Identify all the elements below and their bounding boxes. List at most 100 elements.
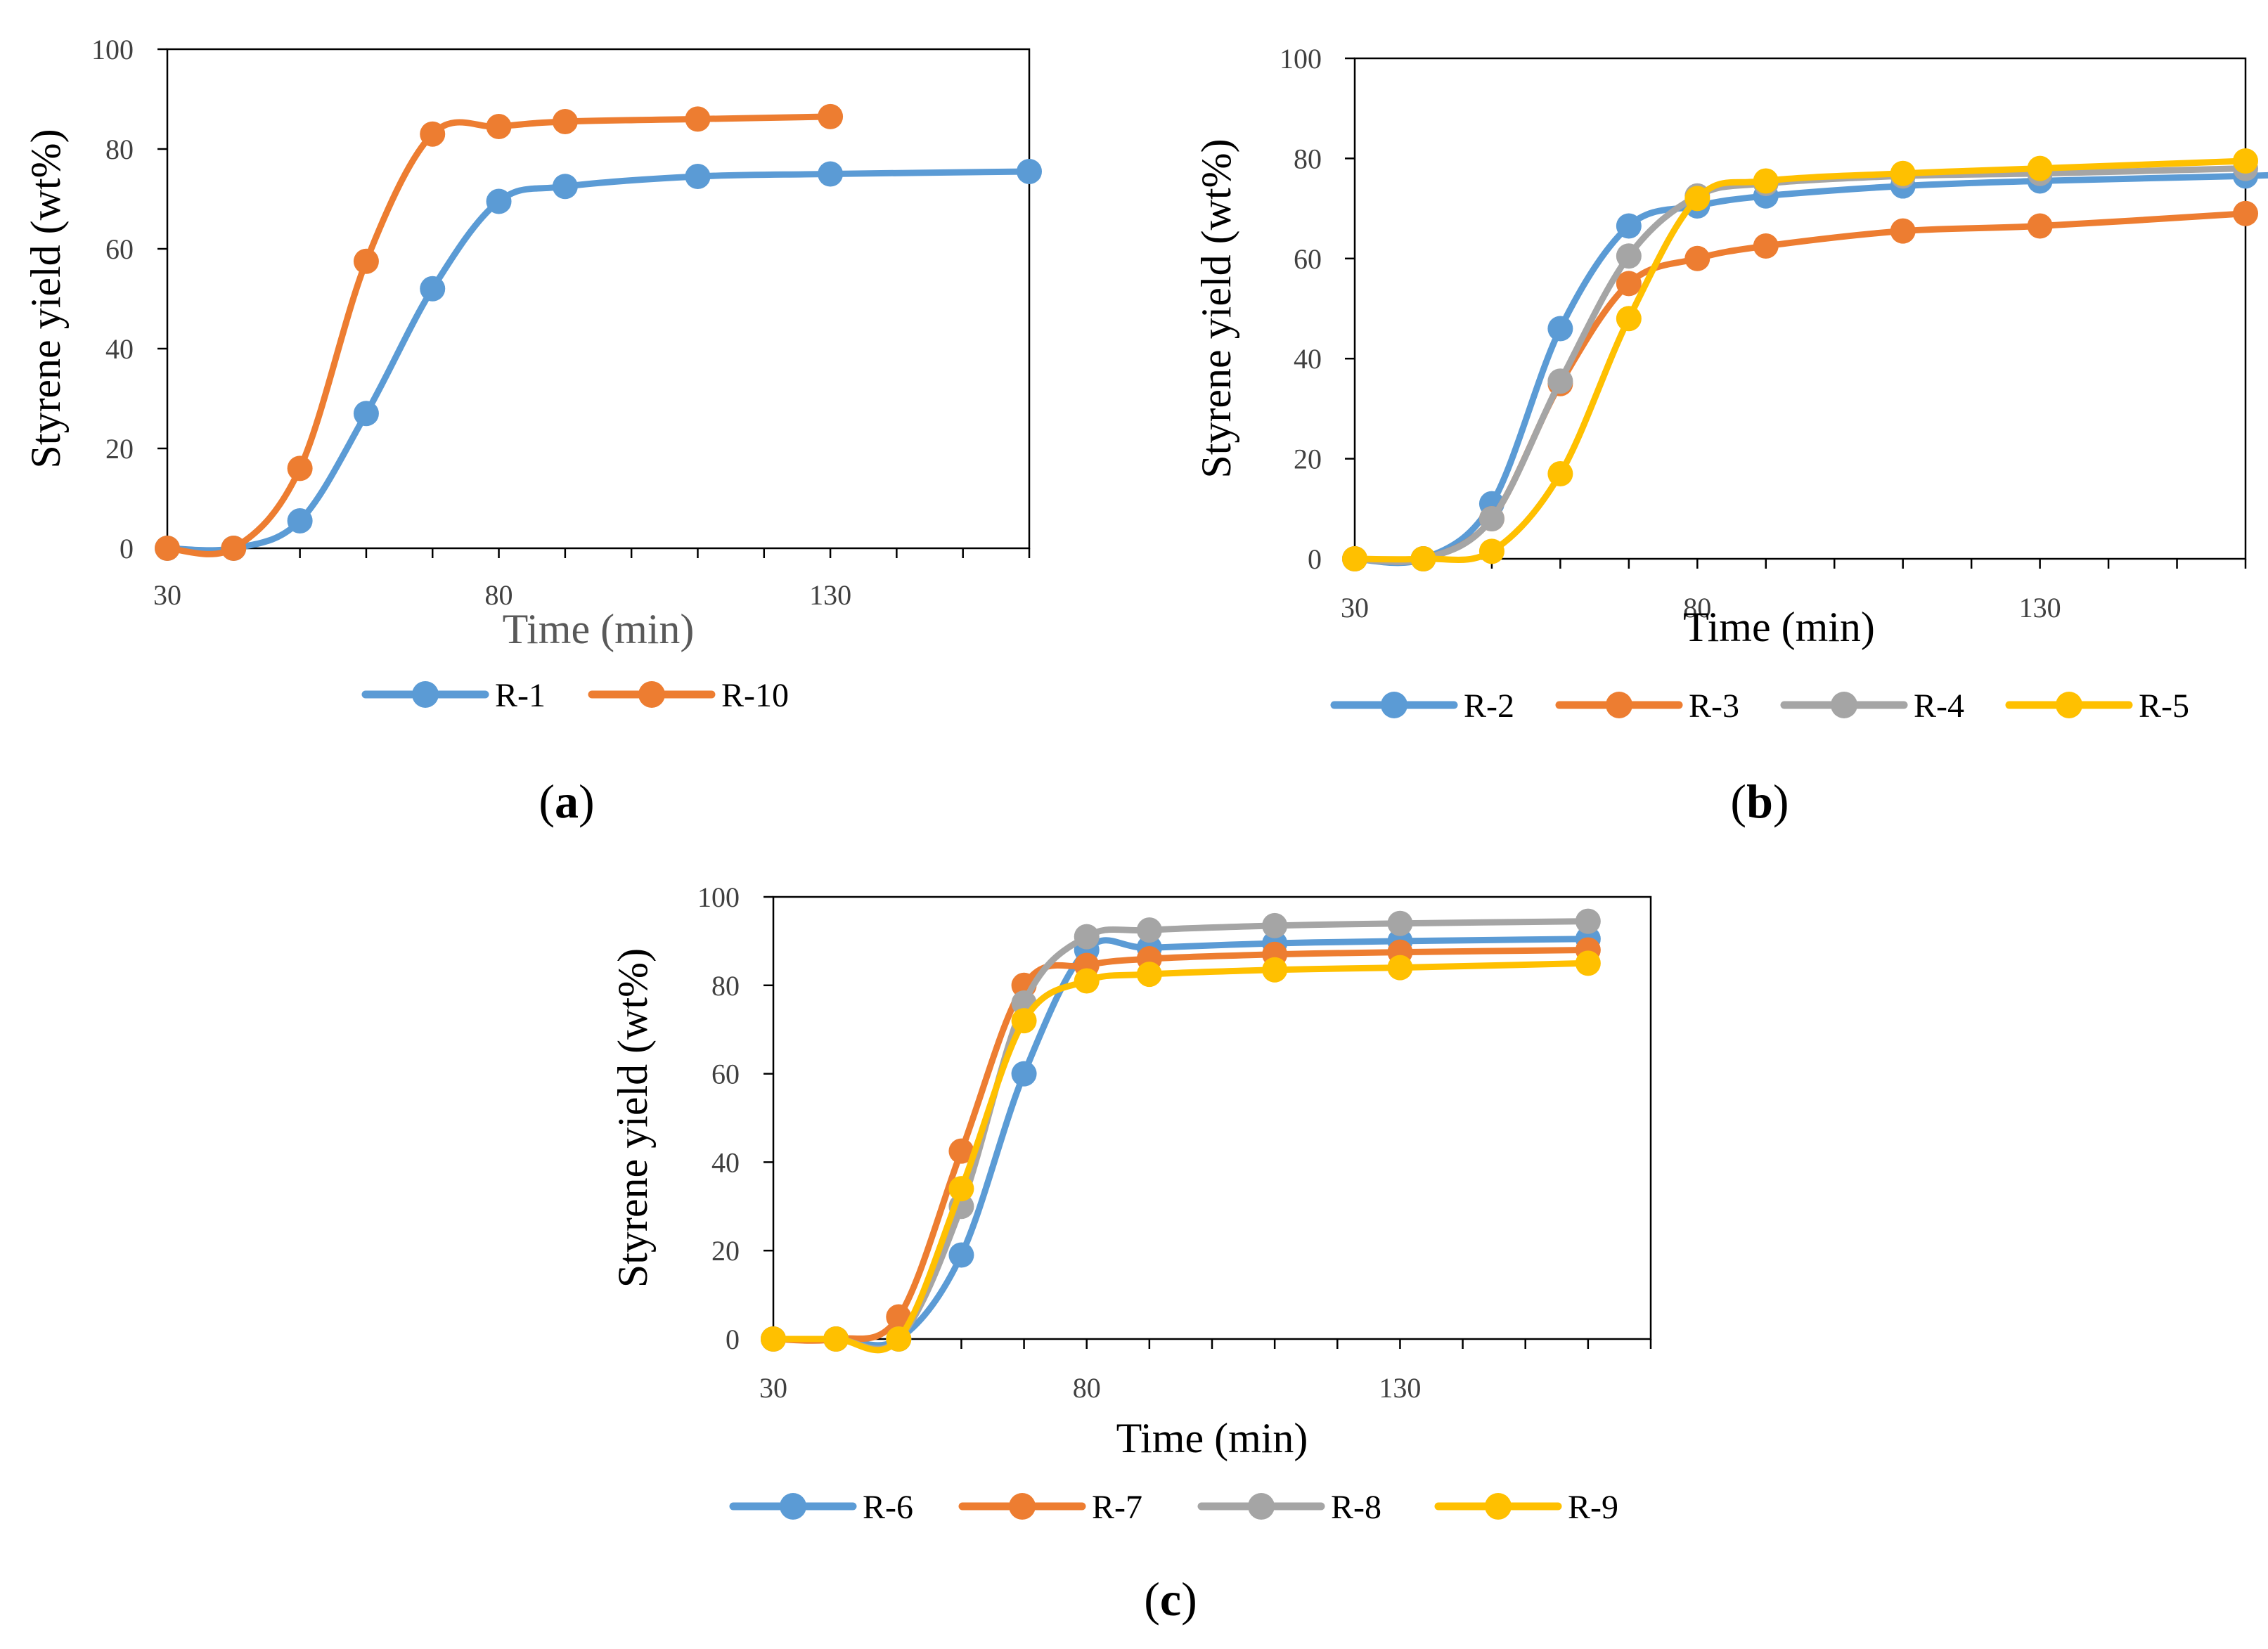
y-tick-label: 0 bbox=[120, 533, 134, 564]
data-point-R-4 bbox=[1616, 243, 1642, 269]
legend-marker-R-5 bbox=[2056, 692, 2082, 718]
y-tick-label: 80 bbox=[1294, 143, 1322, 174]
chart-panel-3: 0 20 40 60 80 100 30 80 130 Time (min) Styrene yie… bbox=[610, 881, 1652, 1626]
y-tick-label: 80 bbox=[711, 970, 740, 1002]
data-point-R-9 bbox=[761, 1326, 786, 1352]
data-point-R-5 bbox=[1342, 546, 1367, 571]
data-point-R-9 bbox=[886, 1326, 912, 1352]
legend-label-R-10: R-10 bbox=[721, 677, 789, 714]
data-point-R-10 bbox=[287, 455, 313, 481]
series-line-R-10 bbox=[164, 113, 834, 557]
data-point-R-4 bbox=[1547, 368, 1573, 394]
data-point-R-5 bbox=[1478, 538, 1505, 564]
y-tick-label: 60 bbox=[105, 233, 134, 265]
data-point-R-1 bbox=[1017, 158, 1042, 184]
legend-marker-R-6 bbox=[780, 1493, 806, 1520]
data-point-R-8 bbox=[1136, 917, 1162, 943]
panel-label: (c) bbox=[1144, 1572, 1197, 1626]
data-point-R-8 bbox=[1074, 924, 1100, 950]
y-axis-label: Styrene yield (wt%) bbox=[22, 129, 69, 468]
y-tick-label: 60 bbox=[1294, 243, 1322, 275]
data-point-R-5 bbox=[2233, 148, 2258, 174]
y-tick-label: 20 bbox=[1294, 444, 1322, 475]
legend-label-R-4: R-4 bbox=[1914, 687, 1964, 725]
data-point-R-1 bbox=[353, 401, 379, 427]
x-tick-label: 30 bbox=[759, 1372, 787, 1404]
data-point-R-10 bbox=[155, 536, 180, 561]
plot-area-frame bbox=[166, 48, 1031, 550]
y-tick-label: 60 bbox=[711, 1059, 740, 1090]
x-tick-label: 80 bbox=[1073, 1372, 1101, 1404]
data-point-R-1 bbox=[552, 174, 578, 200]
x-tick-label: 80 bbox=[1683, 592, 1711, 623]
x-axis-label: Time (min) bbox=[1116, 1415, 1308, 1461]
data-point-R-9 bbox=[1074, 968, 1100, 994]
data-point-R-9 bbox=[1011, 1008, 1037, 1034]
data-point-R-10 bbox=[353, 248, 379, 274]
data-point-R-7 bbox=[948, 1138, 974, 1164]
data-point-R-3 bbox=[1684, 245, 1710, 271]
data-point-R-9 bbox=[948, 1176, 974, 1202]
data-point-R-3 bbox=[1890, 218, 1916, 244]
legend-label-R-5: R-5 bbox=[2139, 687, 2189, 725]
legend-marker-R-1 bbox=[412, 681, 439, 708]
y-tick-label: 20 bbox=[711, 1235, 740, 1267]
y-tick-label: 100 bbox=[697, 881, 740, 913]
legend-label-R-7: R-7 bbox=[1092, 1489, 1142, 1526]
legend-marker-R-10 bbox=[638, 681, 665, 708]
y-tick-label: 20 bbox=[105, 433, 134, 465]
legend-marker-R-2 bbox=[1381, 692, 1407, 718]
data-point-R-1 bbox=[287, 507, 313, 534]
chart-panel-2: 0 20 40 60 80 100 30 80 130 Time (min) Styrene yie… bbox=[1193, 43, 2268, 828]
x-tick-label: 130 bbox=[1379, 1372, 1421, 1404]
y-axis-label: Styrene yield (wt%) bbox=[610, 948, 656, 1288]
data-point-R-5 bbox=[1890, 160, 1916, 186]
y-tick-label: 40 bbox=[1294, 343, 1322, 375]
data-point-R-1 bbox=[685, 164, 711, 190]
x-axis-label: Time (min) bbox=[503, 606, 695, 652]
data-point-R-10 bbox=[221, 536, 247, 561]
data-point-R-1 bbox=[420, 276, 446, 302]
legend-label-R-6: R-6 bbox=[863, 1489, 913, 1526]
y-tick-label: 40 bbox=[711, 1146, 740, 1178]
data-point-R-5 bbox=[1753, 168, 1779, 194]
legend-marker-R-4 bbox=[1831, 692, 1857, 718]
data-point-R-2 bbox=[1547, 316, 1573, 342]
legend-label-R-9: R-9 bbox=[1568, 1489, 1618, 1526]
data-point-R-6 bbox=[1011, 1061, 1037, 1087]
legend-label-R-2: R-2 bbox=[1464, 687, 1514, 725]
data-point-R-5 bbox=[1547, 460, 1573, 486]
x-tick-label: 30 bbox=[1341, 592, 1369, 623]
data-point-R-5 bbox=[1410, 546, 1436, 571]
data-point-R-4 bbox=[1478, 506, 1505, 532]
data-point-R-3 bbox=[1753, 233, 1779, 259]
data-point-R-7 bbox=[886, 1304, 912, 1330]
x-axis-label: Time (min) bbox=[1683, 604, 1875, 650]
data-point-R-3 bbox=[2233, 200, 2258, 226]
data-point-R-10 bbox=[552, 108, 578, 134]
data-point-R-9 bbox=[1136, 962, 1162, 988]
data-point-R-5 bbox=[2027, 155, 2053, 181]
data-point-R-3 bbox=[2027, 213, 2053, 239]
legend-marker-R-3 bbox=[1606, 692, 1632, 718]
data-point-R-1 bbox=[486, 188, 512, 214]
panel-label: (b) bbox=[1730, 775, 1789, 828]
data-point-R-9 bbox=[823, 1326, 849, 1352]
legend-marker-R-9 bbox=[1485, 1493, 1512, 1520]
data-point-R-9 bbox=[1387, 955, 1413, 981]
data-point-R-3 bbox=[1616, 271, 1642, 297]
data-point-R-10 bbox=[486, 114, 512, 140]
legend-marker-R-7 bbox=[1009, 1493, 1036, 1520]
y-tick-label: 40 bbox=[105, 333, 134, 365]
y-tick-label: 100 bbox=[1280, 43, 1322, 75]
data-point-R-5 bbox=[1616, 306, 1642, 332]
data-point-R-10 bbox=[420, 121, 446, 147]
y-tick-label: 0 bbox=[726, 1324, 740, 1355]
y-tick-label: 0 bbox=[1308, 543, 1322, 575]
y-tick-label: 100 bbox=[91, 34, 134, 65]
y-axis-label: Styrene yield (wt%) bbox=[1193, 138, 1239, 478]
legend-label-R-1: R-1 bbox=[495, 677, 546, 714]
data-point-R-8 bbox=[1262, 912, 1288, 938]
legend-label-R-3: R-3 bbox=[1689, 687, 1739, 725]
